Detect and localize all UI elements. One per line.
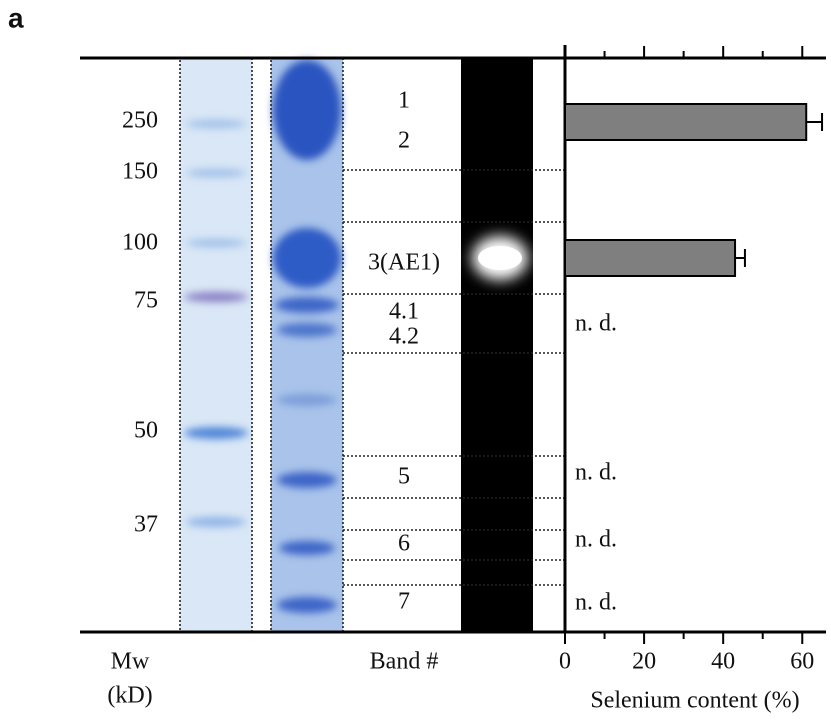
- x-tick-label: 20: [632, 649, 656, 675]
- bar: [565, 240, 735, 276]
- mw-marker-label: 100: [122, 230, 158, 256]
- band-label: 4.2: [389, 324, 419, 350]
- mw-marker-label: 37: [134, 512, 158, 538]
- figure: a: [0, 0, 831, 724]
- marker-lane: [180, 58, 252, 632]
- mw-marker-label: 75: [134, 288, 158, 314]
- sample-lane: [271, 58, 343, 632]
- band-label: 5: [398, 464, 410, 490]
- band-label: 4.1: [389, 299, 419, 325]
- mw-marker-label: 150: [122, 159, 158, 185]
- mw-marker-label: 50: [134, 418, 158, 444]
- mw-unit: (kD): [107, 683, 152, 709]
- value-label: n. d.: [575, 311, 617, 337]
- band-label: 6: [398, 531, 410, 557]
- band-label: 2: [398, 128, 410, 154]
- mw-marker-label: 250: [122, 108, 158, 134]
- x-tick-label: 40: [711, 649, 735, 675]
- band-label: 7: [398, 589, 410, 615]
- panel-label: a: [8, 2, 24, 33]
- value-label: n. d.: [575, 527, 617, 553]
- bar: [565, 104, 806, 140]
- x-axis-label: Selenium content (%): [590, 688, 799, 714]
- band-label: 1: [398, 88, 410, 114]
- fluorescence-lane: [461, 58, 533, 632]
- x-tick-label: 60: [790, 649, 814, 675]
- band-axis-label: Band #: [370, 649, 439, 675]
- mw-label: Mw: [111, 649, 150, 675]
- x-tick-label: 0: [559, 649, 571, 675]
- value-label: n. d.: [575, 590, 617, 616]
- value-label: n. d.: [575, 460, 617, 486]
- band-label: 3(AE1): [368, 250, 440, 276]
